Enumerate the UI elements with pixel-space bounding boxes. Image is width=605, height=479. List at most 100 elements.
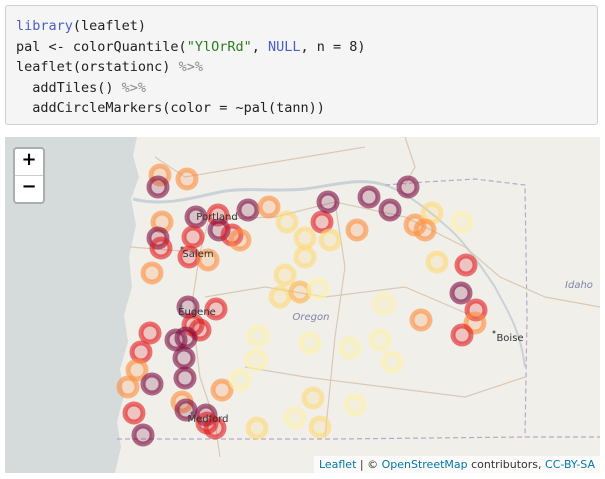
circle-marker xyxy=(116,375,140,399)
city-dot xyxy=(190,411,194,415)
attribution-text: contributors, xyxy=(467,458,546,471)
circle-marker xyxy=(378,198,402,222)
code-token: addTiles() xyxy=(16,79,122,96)
city-dot xyxy=(179,304,183,308)
circle-marker xyxy=(357,185,381,209)
attribution-link[interactable]: CC-BY-SA xyxy=(545,458,595,471)
attribution: Leaflet | © OpenStreetMap contributors, … xyxy=(313,456,600,473)
attribution-link[interactable]: Leaflet xyxy=(318,458,357,471)
code-token: leaflet(orstationc) xyxy=(16,59,179,76)
code-token: 8 xyxy=(349,38,358,55)
circle-marker xyxy=(368,328,392,352)
circle-marker xyxy=(140,261,164,285)
code-token: (leaflet) xyxy=(72,18,147,34)
code-token: library xyxy=(16,18,73,34)
circle-marker xyxy=(164,328,188,352)
code-line: pal <- colorQuantile("YlOrRd", NULL, n =… xyxy=(16,37,587,58)
circle-marker xyxy=(450,210,474,234)
circle-marker xyxy=(175,167,199,191)
code-block: library(leaflet) pal <- colorQuantile("Yl… xyxy=(5,5,598,125)
circle-marker xyxy=(149,236,173,260)
circle-marker xyxy=(122,401,146,425)
code-token: , n = xyxy=(300,38,350,55)
circle-marker xyxy=(257,195,281,219)
circle-marker xyxy=(380,350,404,374)
circle-marker xyxy=(308,415,332,439)
river xyxy=(132,180,386,204)
circle-marker xyxy=(338,336,362,360)
circle-marker xyxy=(196,248,220,272)
code-line: addCircleMarkers(color = ~pal(tann)) xyxy=(16,98,587,119)
code-line: addTiles() %>% xyxy=(16,78,587,99)
circle-marker xyxy=(131,423,155,447)
circle-marker xyxy=(204,297,228,321)
code-token: NULL xyxy=(267,38,301,55)
circle-marker xyxy=(283,406,307,430)
circle-marker xyxy=(318,228,342,252)
circle-marker xyxy=(454,253,478,277)
region-label: Idaho xyxy=(565,280,593,291)
circle-marker xyxy=(138,321,162,345)
circle-marker xyxy=(174,398,198,422)
zoom-in[interactable]: + xyxy=(15,149,43,176)
circle-marker xyxy=(236,198,260,222)
circle-marker xyxy=(449,281,473,305)
circle-marker xyxy=(310,210,334,234)
circle-marker xyxy=(246,324,270,348)
circle-marker xyxy=(306,277,330,301)
circle-marker xyxy=(125,358,149,382)
circle-marker xyxy=(343,393,367,417)
circle-marker xyxy=(228,228,252,252)
circle-marker xyxy=(245,416,269,440)
circle-marker xyxy=(244,348,268,372)
attribution-link[interactable]: OpenStreetMap xyxy=(381,458,468,471)
code-token: ) xyxy=(357,38,366,55)
city-label: Boise xyxy=(496,333,523,344)
city-label: Medford xyxy=(187,414,228,425)
circle-marker xyxy=(210,378,234,402)
circle-marker xyxy=(372,292,396,316)
circle-marker xyxy=(288,280,312,304)
city-dot xyxy=(199,209,203,213)
code-token: "YlOrRd" xyxy=(186,38,252,55)
code-token: pal <- colorQuantile( xyxy=(16,38,187,55)
circle-marker xyxy=(273,263,297,287)
city-dot xyxy=(180,246,184,250)
circle-marker xyxy=(293,245,317,269)
map[interactable]: Portland Salem Eugene Medford Boise Oregon Ida… xyxy=(5,137,600,473)
circle-marker xyxy=(275,210,299,234)
zoom-out[interactable]: − xyxy=(21,176,37,197)
circle-marker xyxy=(181,225,205,249)
city-label: Eugene xyxy=(178,307,216,318)
circle-marker xyxy=(140,372,164,396)
circle-marker xyxy=(268,285,292,309)
circle-marker xyxy=(413,218,437,242)
ocean xyxy=(5,137,139,473)
circle-marker xyxy=(345,218,369,242)
code-token: %>% xyxy=(178,59,203,76)
city-label: Salem xyxy=(182,249,213,260)
code-token: , xyxy=(251,38,268,55)
circle-marker xyxy=(450,323,474,347)
circle-marker xyxy=(146,175,170,199)
circle-marker xyxy=(409,308,433,332)
zoom-control: + − xyxy=(13,147,45,204)
circle-marker xyxy=(316,190,340,214)
circle-marker xyxy=(173,366,197,390)
circle-marker xyxy=(301,386,325,410)
circle-marker xyxy=(298,331,322,355)
code-line: library(leaflet) xyxy=(16,16,587,37)
circle-marker xyxy=(195,411,219,435)
city-label: Portland xyxy=(196,212,237,223)
state-border xyxy=(117,436,600,440)
attribution-text: | © xyxy=(356,458,382,471)
map-tiles: Portland Salem Eugene Medford Boise Oregon Ida… xyxy=(5,137,600,473)
circle-marker xyxy=(228,368,252,392)
circle-marker xyxy=(293,226,317,250)
city-dot xyxy=(492,330,496,334)
circle-marker xyxy=(396,175,420,199)
circle-marker xyxy=(129,340,153,364)
circle-marker xyxy=(172,346,196,370)
circle-marker xyxy=(425,250,449,274)
